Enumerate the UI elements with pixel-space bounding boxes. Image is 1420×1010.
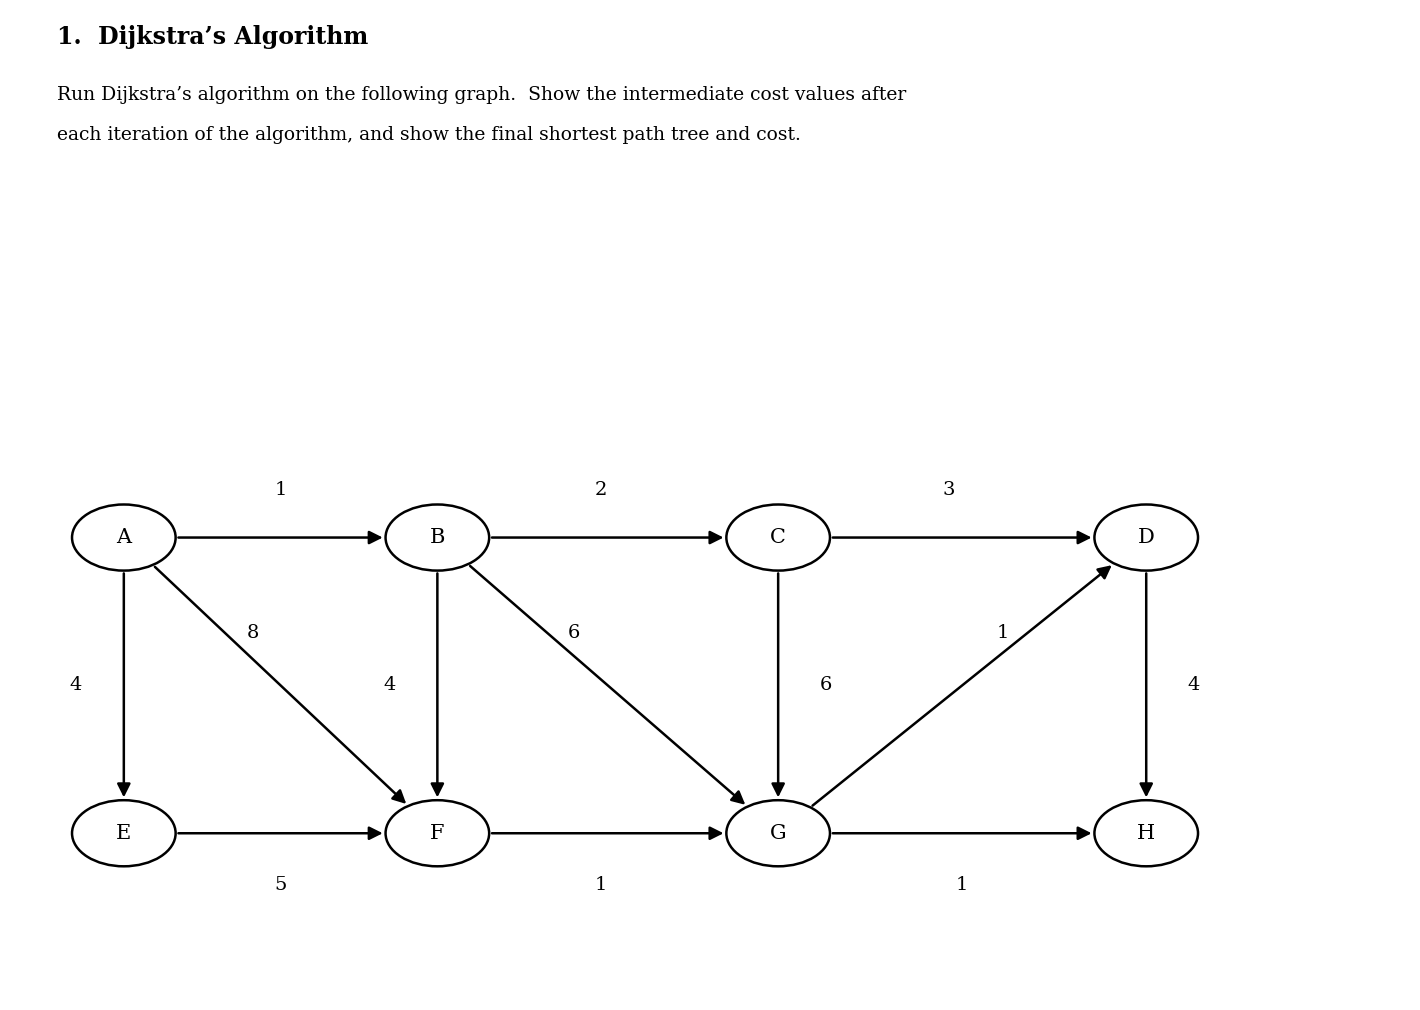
Text: 4: 4 [383,677,396,695]
Circle shape [727,505,829,571]
Circle shape [386,505,488,571]
Text: 1: 1 [274,481,287,499]
Text: G: G [770,824,787,842]
Circle shape [727,800,829,867]
Text: 4: 4 [70,677,82,695]
Circle shape [72,505,176,571]
Text: E: E [116,824,132,842]
Text: 1.  Dijkstra’s Algorithm: 1. Dijkstra’s Algorithm [57,25,368,49]
Text: Run Dijkstra’s algorithm on the following graph.  Show the intermediate cost val: Run Dijkstra’s algorithm on the followin… [57,86,906,104]
Text: 4: 4 [1187,677,1200,695]
Text: D: D [1137,528,1154,547]
Text: B: B [430,528,444,547]
Text: 6: 6 [819,677,832,695]
Text: A: A [116,528,132,547]
Circle shape [1095,800,1198,867]
Text: 2: 2 [595,481,608,499]
Circle shape [72,800,176,867]
Circle shape [386,800,488,867]
Text: each iteration of the algorithm, and show the final shortest path tree and cost.: each iteration of the algorithm, and sho… [57,126,801,144]
Text: 3: 3 [943,481,954,499]
Text: F: F [430,824,444,842]
Text: 1: 1 [956,877,968,895]
Text: 5: 5 [274,877,287,895]
Text: 1: 1 [997,624,1010,642]
Circle shape [1095,505,1198,571]
Text: 8: 8 [247,624,260,642]
Text: 6: 6 [568,624,579,642]
Text: H: H [1137,824,1156,842]
Text: C: C [770,528,787,547]
Text: 1: 1 [595,877,608,895]
